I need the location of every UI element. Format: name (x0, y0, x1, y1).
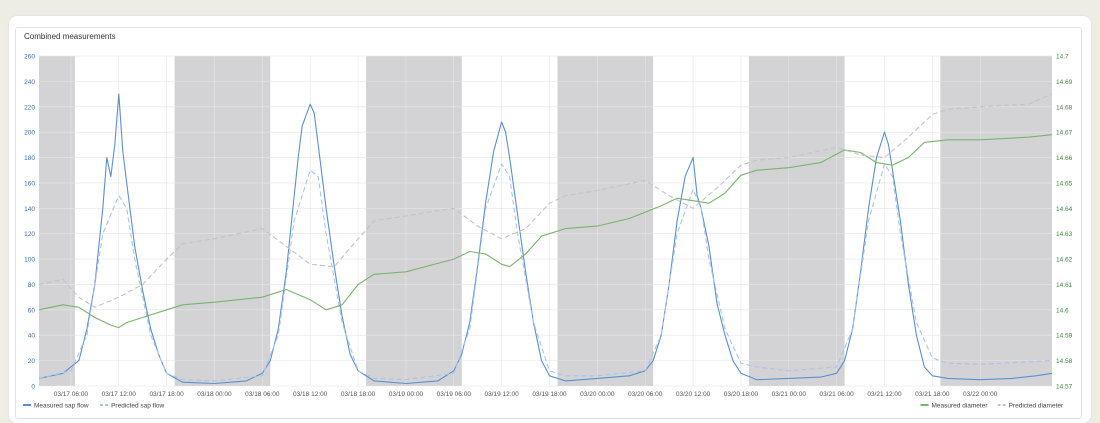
night-band-3 (557, 56, 654, 386)
legend-label[interactable]: Predicted diameter (1009, 403, 1064, 410)
x-tick: 03/20 06:00 (628, 391, 663, 398)
y-left-tick: 220 (24, 104, 35, 111)
y-right-tick: 14.62 (1056, 257, 1073, 264)
x-tick: 03/19 12:00 (484, 391, 519, 398)
night-band-0 (39, 56, 75, 386)
y-right-tick: 14.57 (1056, 384, 1073, 391)
x-tick: 03/21 18:00 (915, 391, 950, 398)
series-line-predicted-diameter[interactable] (38, 93, 1053, 308)
y-right-tick: 14.69 (1056, 79, 1073, 86)
y-left-tick: 60 (28, 307, 36, 314)
y-right-tick: 14.58 (1056, 358, 1073, 365)
y-right-tick: 14.64 (1056, 206, 1073, 213)
x-tick: 03/21 12:00 (867, 391, 902, 398)
y-right-tick: 14.6 (1056, 307, 1069, 314)
y-right-tick: 14.7 (1056, 54, 1069, 61)
legend-label[interactable]: Measured sap flow (34, 403, 89, 410)
x-tick: 03/19 18:00 (532, 391, 567, 398)
night-band-5 (940, 56, 1052, 386)
x-tick: 03/20 00:00 (580, 391, 615, 398)
x-tick: 03/17 12:00 (102, 391, 137, 398)
night-band-1 (174, 56, 271, 386)
legend-label[interactable]: Measured diameter (932, 403, 989, 410)
series-line-predicted-sap-flow[interactable] (38, 163, 1053, 382)
y-right-tick: 14.66 (1056, 155, 1073, 162)
x-tick: 03/20 12:00 (676, 391, 711, 398)
y-left-tick: 100 (24, 257, 35, 264)
y-left-tick: 180 (24, 155, 35, 162)
x-tick: 03/17 18:00 (149, 391, 184, 398)
legend-label[interactable]: Predicted sap flow (111, 403, 164, 410)
x-tick: 03/18 06:00 (245, 391, 280, 398)
y-right-tick: 14.68 (1056, 104, 1073, 111)
x-tick: 03/17 06:00 (54, 391, 89, 398)
y-left-tick: 240 (24, 79, 35, 86)
panel-title: Combined measurements (24, 32, 116, 41)
y-left-tick: 40 (28, 333, 36, 340)
y-left-tick: 160 (24, 180, 35, 187)
y-left-tick: 20 (28, 358, 36, 365)
y-right-tick: 14.59 (1056, 333, 1073, 340)
x-tick: 03/21 06:00 (819, 391, 854, 398)
y-right-tick: 14.65 (1056, 180, 1073, 187)
y-right-tick: 14.63 (1056, 231, 1073, 238)
x-tick: 03/19 00:00 (389, 391, 424, 398)
x-tick: 03/19 06:00 (437, 391, 472, 398)
y-left-tick: 140 (24, 206, 35, 213)
x-tick: 03/18 00:00 (197, 391, 232, 398)
y-right-tick: 14.67 (1056, 130, 1073, 137)
y-left-tick: 0 (31, 384, 35, 391)
y-right-tick: 14.61 (1056, 282, 1073, 289)
x-tick: 03/20 18:00 (724, 391, 759, 398)
x-tick: 03/21 00:00 (772, 391, 807, 398)
y-left-tick: 120 (24, 231, 35, 238)
y-left-tick: 200 (24, 130, 35, 137)
x-tick: 03/18 18:00 (341, 391, 376, 398)
y-left-tick: 80 (28, 282, 36, 289)
y-left-tick: 260 (24, 54, 35, 61)
series-line-measured-diameter[interactable] (38, 134, 1053, 329)
night-band-4 (748, 56, 845, 386)
x-tick: 03/22 00:00 (963, 391, 998, 398)
x-tick: 03/18 12:00 (293, 391, 328, 398)
night-band-2 (366, 56, 462, 386)
